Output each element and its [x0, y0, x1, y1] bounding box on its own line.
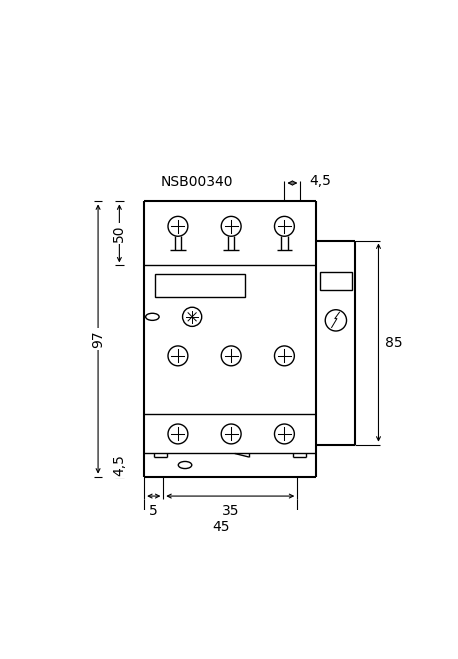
Text: 35: 35: [222, 504, 239, 518]
Text: 97: 97: [91, 330, 105, 348]
Text: 5: 5: [149, 504, 158, 518]
Text: NSB00340: NSB00340: [160, 175, 233, 189]
Text: 4,5: 4,5: [309, 174, 331, 188]
Text: 45: 45: [212, 520, 229, 534]
Text: 4,5: 4,5: [112, 454, 126, 476]
Bar: [320, 272, 352, 290]
Text: 50: 50: [112, 225, 126, 242]
Text: 85: 85: [385, 335, 403, 349]
Bar: [155, 274, 245, 297]
